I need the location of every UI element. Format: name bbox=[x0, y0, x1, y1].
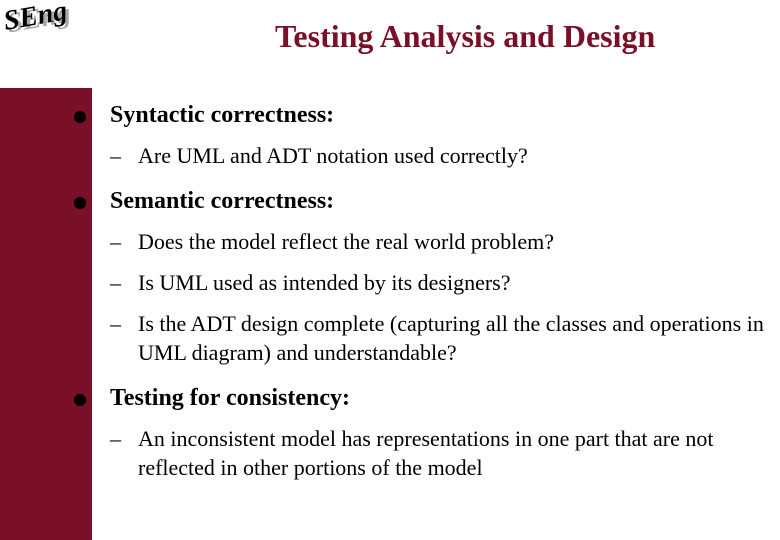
dash-icon: – bbox=[110, 141, 121, 170]
sub-bullet-text: An inconsistent model has representation… bbox=[138, 426, 714, 480]
sub-bullet: – Are UML and ADT notation used correctl… bbox=[74, 141, 764, 170]
sub-bullet: – Does the model reflect the real world … bbox=[74, 227, 764, 256]
dash-icon: – bbox=[110, 227, 121, 256]
disc-icon bbox=[74, 111, 86, 123]
slide-content: Syntactic correctness: – Are UML and ADT… bbox=[74, 102, 764, 482]
sub-bullet-text: Does the model reflect the real world pr… bbox=[138, 229, 554, 254]
logo-text: SEng bbox=[1, 0, 69, 38]
dash-icon: – bbox=[110, 309, 121, 338]
bullet-text: Testing for consistency: bbox=[110, 385, 350, 411]
sub-bullet: – Is UML used as intended by its designe… bbox=[74, 268, 764, 297]
bullet-text: Semantic correctness: bbox=[110, 188, 334, 214]
sub-bullet-text: Is the ADT design complete (capturing al… bbox=[138, 311, 764, 365]
sub-bullet: – An inconsistent model has representati… bbox=[74, 424, 764, 482]
bullet-semantic: Semantic correctness: bbox=[74, 188, 764, 215]
disc-icon bbox=[74, 394, 86, 406]
logo: SEng SEng bbox=[1, 0, 109, 61]
bullet-syntactic: Syntactic correctness: bbox=[74, 102, 764, 129]
sub-bullet-text: Is UML used as intended by its designers… bbox=[138, 270, 511, 295]
slide-title: Testing Analysis and Design bbox=[275, 18, 655, 55]
bullet-consistency: Testing for consistency: bbox=[74, 385, 764, 412]
sub-bullet-text: Are UML and ADT notation used correctly? bbox=[138, 143, 528, 168]
disc-icon bbox=[74, 197, 86, 209]
dash-icon: – bbox=[110, 424, 121, 453]
sub-bullet: – Is the ADT design complete (capturing … bbox=[74, 309, 764, 367]
bullet-text: Syntactic correctness: bbox=[110, 102, 334, 128]
dash-icon: – bbox=[110, 268, 121, 297]
